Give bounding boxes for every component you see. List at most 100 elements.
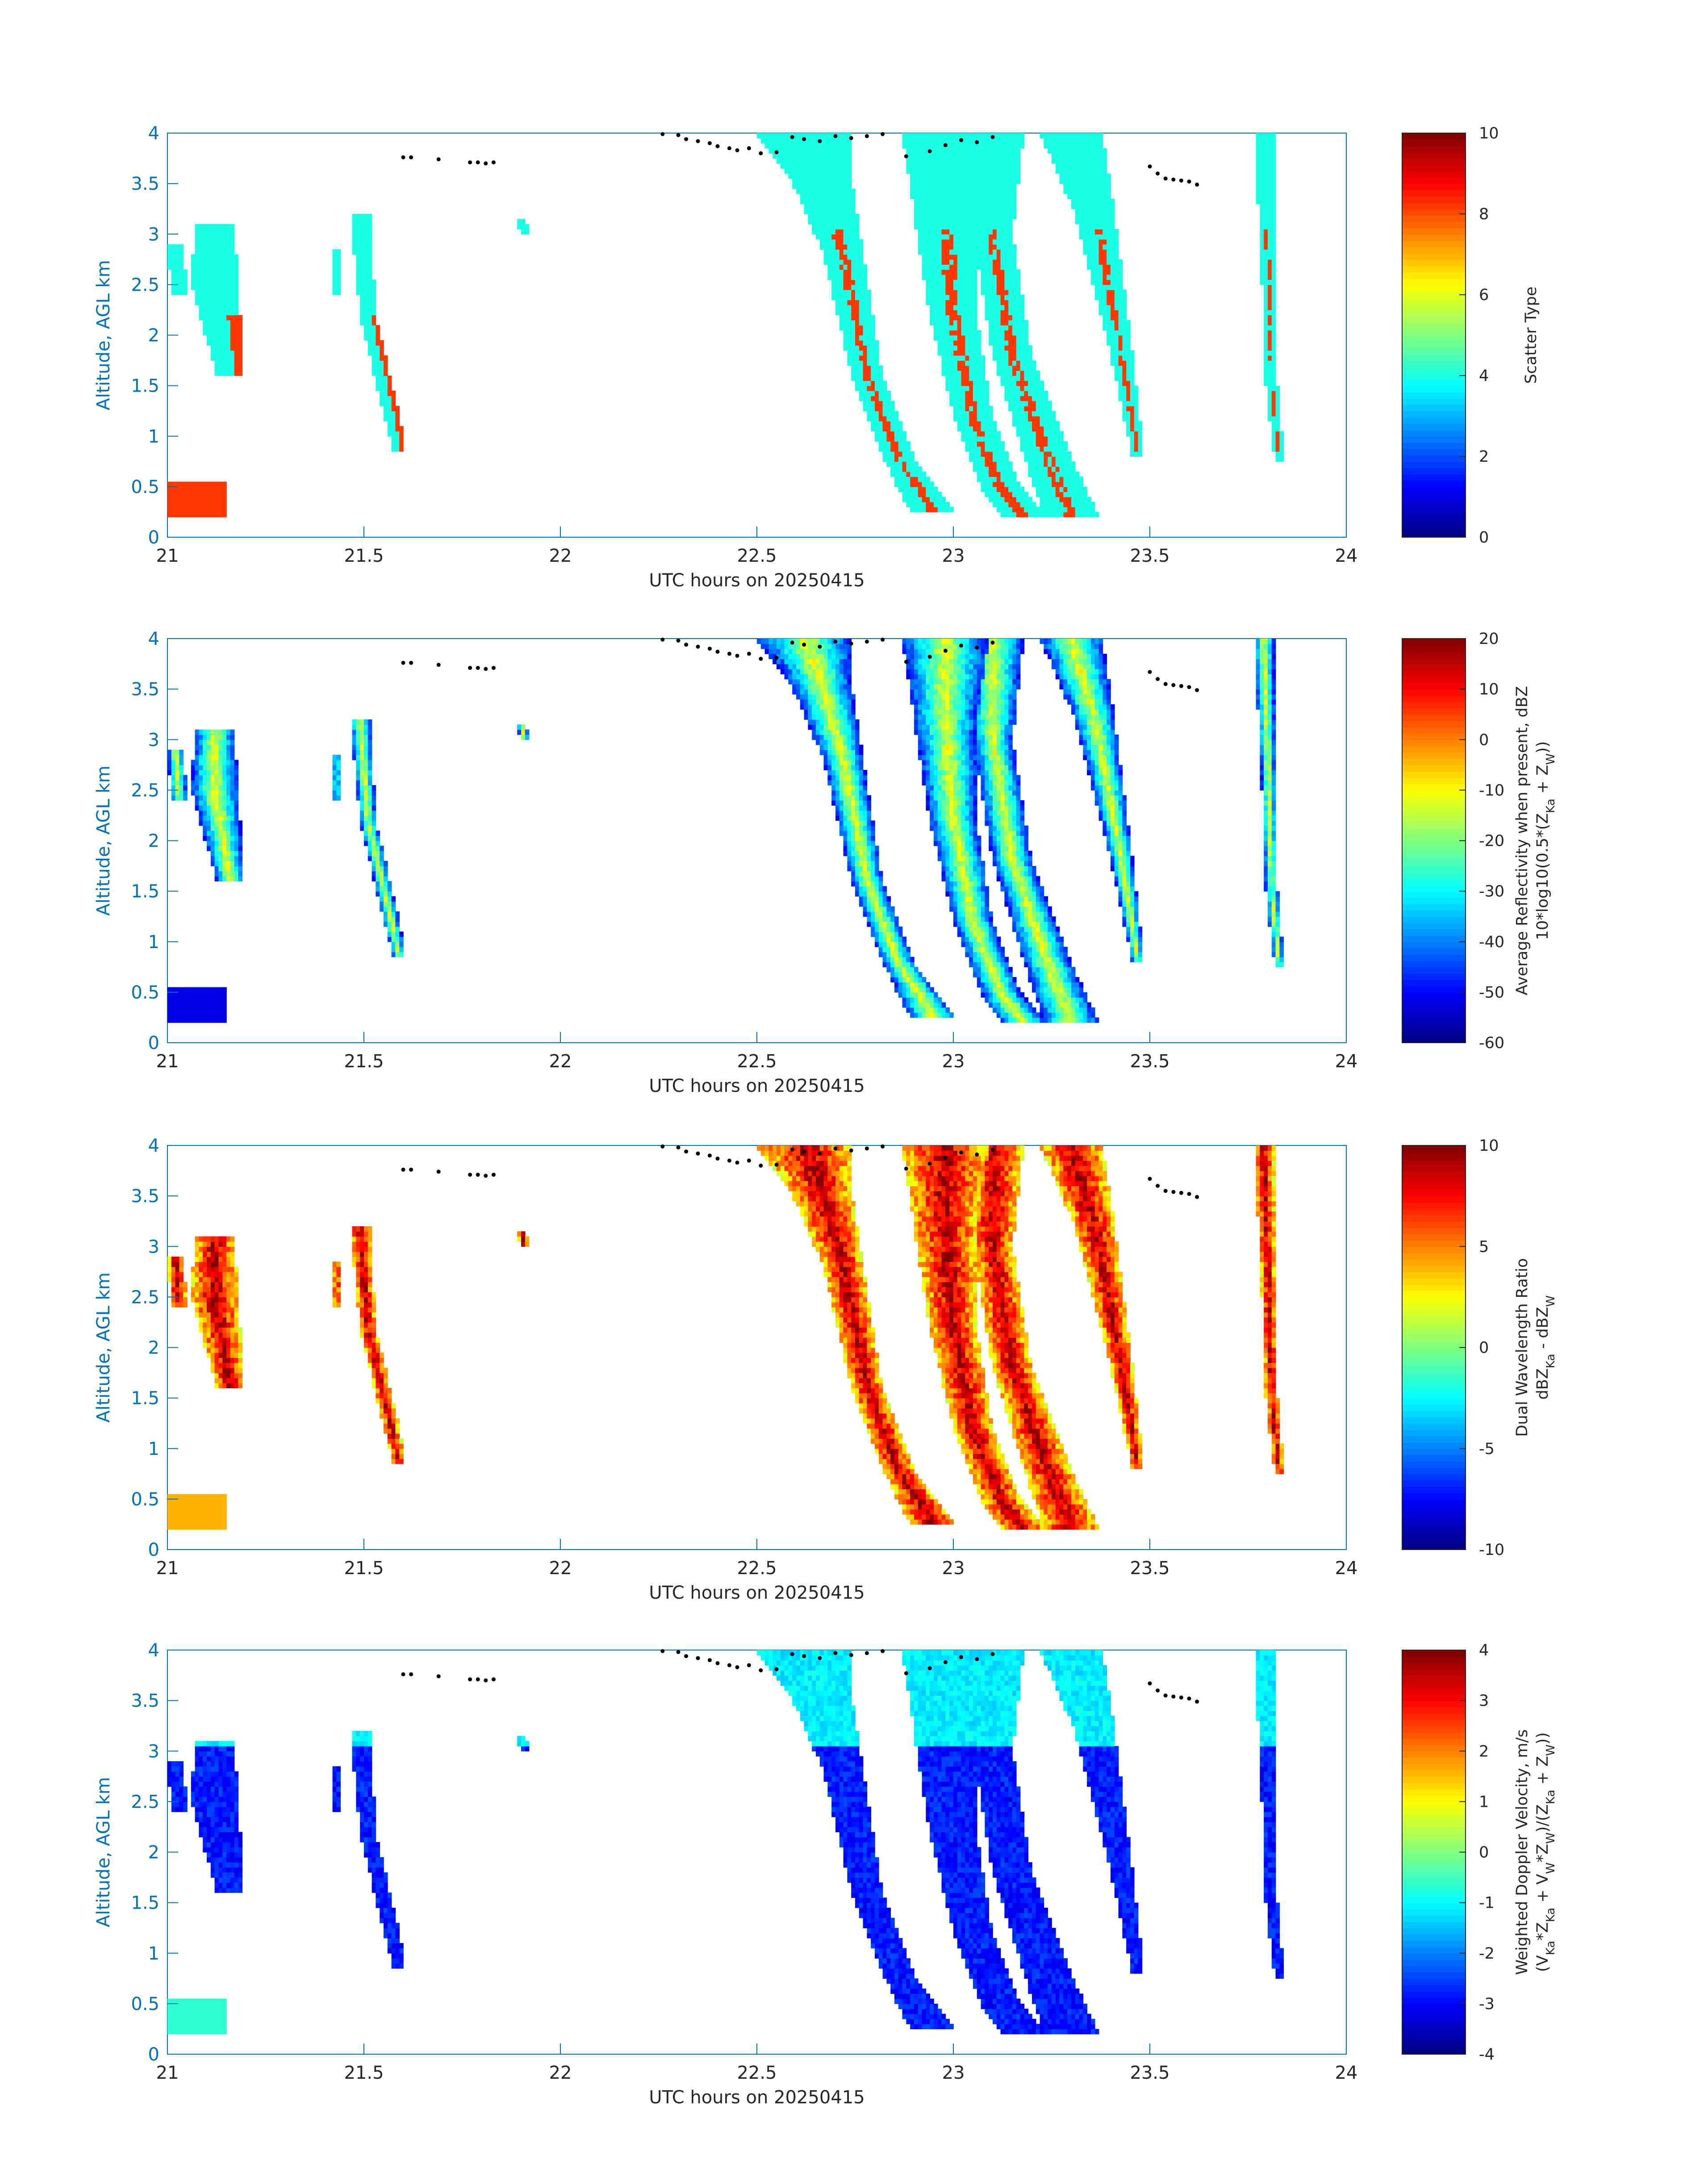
- data-cell: [851, 295, 856, 301]
- data-cell: [1032, 501, 1036, 507]
- data-cell: [906, 153, 910, 159]
- data-cell: [941, 497, 946, 502]
- data-cell: [230, 851, 235, 857]
- data-cell: [867, 345, 871, 351]
- data-cell: [796, 158, 801, 164]
- data-cell: [380, 350, 384, 356]
- data-cell: [894, 431, 899, 437]
- data-cell: [937, 335, 942, 341]
- data-cell: [827, 704, 832, 710]
- data-cell: [1028, 497, 1032, 502]
- data-cell: [816, 158, 820, 164]
- data-cell: [1032, 365, 1036, 371]
- data-cell: [855, 345, 860, 351]
- data-cell: [882, 390, 887, 396]
- data-cell: [218, 295, 223, 301]
- data-cell: [1012, 486, 1017, 492]
- data-cell: [1000, 335, 1005, 341]
- data-cell: [922, 153, 927, 159]
- data-cell: [989, 178, 993, 184]
- data-cell: [230, 355, 235, 361]
- data-cell: [238, 325, 242, 330]
- data-cell: [1008, 380, 1013, 386]
- data-cell: [890, 451, 895, 457]
- data-cell: [1004, 289, 1009, 295]
- data-cell: [1260, 148, 1264, 154]
- data-cell: [1094, 259, 1099, 265]
- data-cell: [847, 143, 852, 149]
- data-cell: [945, 239, 950, 245]
- data-cell: [1118, 365, 1123, 371]
- data-cell: [894, 481, 899, 487]
- data-cell: [234, 320, 239, 326]
- data-cell: [906, 168, 910, 174]
- data-cell: [827, 254, 832, 260]
- data-cell: [1114, 370, 1119, 376]
- data-cell: [906, 486, 910, 492]
- data-cell: [851, 300, 856, 305]
- data-cell: [1271, 335, 1276, 341]
- data-cell: [981, 405, 986, 411]
- data-cell: [207, 254, 211, 260]
- data-cell: [218, 350, 223, 356]
- data-cell: [890, 431, 895, 437]
- data-cell: [922, 143, 927, 149]
- data-cell: [949, 360, 954, 366]
- data-cell: [1071, 461, 1076, 467]
- data-cell: [839, 274, 844, 280]
- data-cell: [835, 300, 840, 305]
- data-cell: [1000, 178, 1005, 184]
- data-cell: [175, 249, 180, 255]
- data-cell: [871, 401, 875, 406]
- data-cell: [1102, 173, 1107, 179]
- data-cell: [973, 138, 977, 144]
- data-cell: [945, 300, 950, 305]
- data-cell: [195, 780, 200, 786]
- data-cell: [910, 133, 915, 139]
- data-cell: [985, 421, 989, 426]
- data-cell: [1107, 280, 1111, 285]
- data-cell: [965, 229, 969, 234]
- data-cell: [930, 133, 934, 139]
- data-cell: [384, 891, 388, 897]
- data-cell: [819, 659, 824, 664]
- data-cell: [1040, 396, 1044, 401]
- data-cell: [985, 234, 989, 240]
- data-cell: [1118, 264, 1123, 270]
- data-cell: [906, 158, 910, 164]
- data-cell: [937, 168, 942, 174]
- data-cell: [1040, 512, 1044, 518]
- data-cell: [1052, 501, 1056, 507]
- data-cell: [179, 274, 184, 280]
- data-cell: [965, 330, 969, 336]
- data-cell: [1107, 305, 1111, 310]
- data-cell: [996, 184, 1001, 189]
- data-cell: [218, 284, 223, 290]
- data-cell: [195, 486, 200, 492]
- data-cell: [996, 280, 1001, 285]
- data-cell: [945, 325, 950, 330]
- data-cell: [934, 224, 938, 230]
- data-cell: [1004, 244, 1009, 250]
- data-cell: [222, 340, 227, 346]
- data-cell: [989, 421, 993, 426]
- data-cell: [1126, 421, 1131, 426]
- data-cell: [222, 239, 227, 245]
- cloud-top-dot: [881, 132, 885, 136]
- data-cell: [1268, 325, 1272, 330]
- data-cell: [203, 501, 207, 507]
- data-cell: [226, 780, 231, 786]
- data-cell: [1000, 214, 1005, 220]
- data-cell: [226, 360, 231, 366]
- data-cell: [953, 138, 958, 144]
- data-cell: [1032, 461, 1036, 467]
- data-cell: [1000, 168, 1005, 174]
- data-cell: [175, 259, 180, 265]
- data-cell: [1122, 376, 1127, 381]
- colorbar-swatch: [1402, 278, 1466, 285]
- data-cell: [1264, 133, 1268, 139]
- data-cell: [1075, 204, 1080, 209]
- data-cell: [1063, 476, 1068, 482]
- data-cell: [207, 765, 211, 770]
- data-cell: [199, 481, 203, 487]
